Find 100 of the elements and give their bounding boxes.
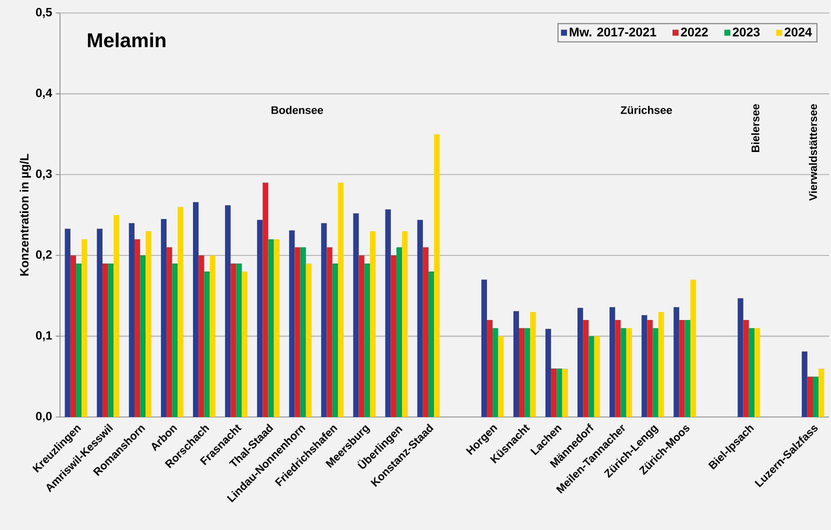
y-tick-label: 0,2 [36, 250, 52, 260]
bar [674, 307, 680, 417]
bar [257, 220, 263, 417]
bar [192, 202, 199, 417]
bar [242, 272, 248, 417]
bar [481, 280, 487, 417]
bar [146, 231, 152, 417]
bar [274, 239, 280, 417]
bar [679, 320, 685, 417]
bar [114, 214, 120, 417]
bar [204, 272, 210, 417]
bar [743, 320, 749, 417]
bar [748, 328, 754, 417]
bar [140, 255, 146, 417]
y-tick-label: 0,1 [36, 331, 52, 342]
bar [434, 134, 440, 417]
annotation: Zürichsee [620, 106, 672, 114]
bar [128, 223, 135, 417]
bar [70, 255, 76, 417]
bar [321, 223, 327, 417]
bar [551, 368, 557, 417]
bar [658, 312, 664, 417]
bar [524, 328, 530, 417]
bar [134, 239, 140, 417]
bar [306, 263, 312, 417]
bar [807, 376, 813, 417]
y-tick-label: 0,0 [36, 412, 52, 422]
bar [364, 263, 370, 417]
bar [262, 182, 268, 417]
bar [82, 239, 88, 417]
bar [428, 272, 434, 417]
bar [513, 311, 520, 417]
bar [530, 312, 536, 417]
bar [498, 336, 504, 417]
bar [684, 320, 690, 417]
annotation: Vierwaldstättersee [808, 104, 818, 201]
text: Melamin [88, 32, 166, 48]
bar [615, 320, 621, 417]
bar [178, 206, 184, 417]
bar [588, 336, 594, 417]
legend-label: 2022 [680, 28, 708, 36]
bar [690, 280, 696, 417]
bar [620, 328, 626, 417]
bar [358, 255, 364, 417]
bar [402, 231, 408, 417]
legend-label: 2023 [732, 28, 760, 36]
bar [289, 230, 295, 417]
annotation: Bodensee [272, 106, 324, 114]
legend-label: 2024 [784, 28, 812, 36]
y-tick-label: 0,5 [36, 8, 52, 18]
bar [390, 255, 396, 417]
bar [268, 239, 274, 417]
bar [230, 263, 236, 417]
bar [225, 205, 231, 417]
bar [76, 263, 82, 417]
y-tick-label: 0,3 [36, 169, 52, 180]
y-axis-title: Konzentration in µg/L [20, 154, 31, 276]
bar [102, 263, 108, 417]
bar [166, 247, 172, 417]
y-tick-label: 0,4 [36, 88, 52, 99]
bar [486, 320, 493, 417]
legend-label: Mw. 2017-2021 [570, 28, 656, 36]
bar [738, 298, 744, 417]
bar [326, 247, 332, 417]
annotation: Bielersee [751, 104, 760, 152]
bar [96, 228, 102, 417]
bar [64, 228, 70, 417]
bar [338, 182, 344, 417]
bar [417, 220, 423, 417]
bar [294, 247, 300, 417]
bar [754, 328, 760, 417]
bar [812, 376, 819, 417]
bar [562, 368, 568, 417]
bar [594, 336, 600, 417]
bar [300, 247, 306, 417]
bar [610, 307, 616, 417]
bar [353, 213, 359, 417]
bar [108, 263, 114, 417]
bar [577, 308, 584, 417]
bar [492, 328, 498, 417]
bar [647, 320, 653, 417]
bar [583, 320, 589, 417]
bar [818, 368, 824, 417]
bar [236, 263, 242, 417]
bar [160, 219, 167, 417]
bar [626, 328, 632, 417]
bar [332, 263, 338, 417]
bar [422, 247, 428, 417]
bar [396, 247, 402, 417]
bar [642, 315, 648, 417]
bar [652, 328, 658, 417]
bar [519, 328, 525, 417]
bar [556, 368, 562, 417]
bar [370, 231, 376, 417]
bar [210, 255, 216, 417]
bar [545, 328, 552, 417]
bar [172, 263, 178, 417]
bar [385, 209, 391, 417]
bar [198, 255, 204, 417]
bar [802, 352, 808, 417]
